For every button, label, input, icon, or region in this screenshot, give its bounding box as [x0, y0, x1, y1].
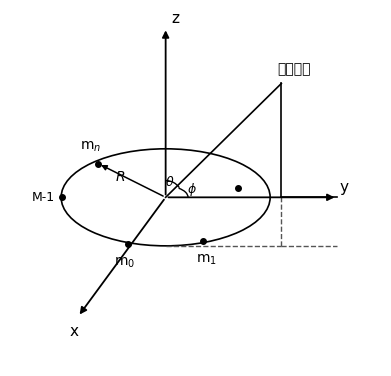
- Text: x: x: [70, 324, 79, 339]
- Text: m$_1$: m$_1$: [196, 253, 217, 267]
- Text: y: y: [339, 180, 348, 196]
- Text: z: z: [171, 11, 179, 26]
- Text: m$_0$: m$_0$: [114, 255, 135, 270]
- Text: R: R: [116, 170, 126, 184]
- Text: m$_n$: m$_n$: [81, 140, 102, 155]
- Text: M-1: M-1: [31, 191, 54, 204]
- Text: 来波方向: 来波方向: [278, 62, 311, 76]
- Text: $\phi$: $\phi$: [187, 181, 197, 199]
- Text: $\theta$: $\theta$: [165, 175, 174, 190]
